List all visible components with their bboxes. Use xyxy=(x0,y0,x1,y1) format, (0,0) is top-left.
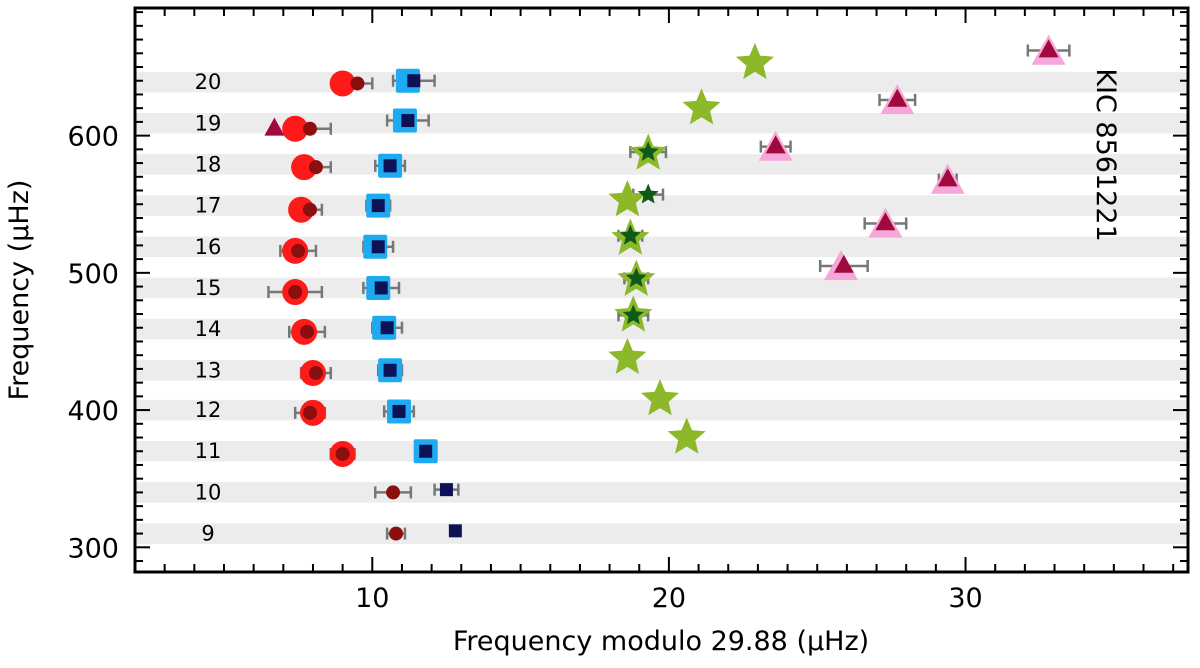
l-3-observed-point xyxy=(264,117,285,136)
order-band xyxy=(135,195,1188,216)
l-1-observed-point xyxy=(371,240,385,254)
order-band xyxy=(135,482,1188,503)
l-0-observed-point xyxy=(389,526,404,541)
order-label: 18 xyxy=(195,152,222,176)
l-0-observed-point xyxy=(303,121,318,136)
order-label: 16 xyxy=(195,235,222,259)
order-label: 17 xyxy=(195,194,222,218)
tick-labels: 10 20 30 300 400 500 600 xyxy=(67,122,982,614)
l-3-observed-point xyxy=(833,254,854,273)
l-0-model-point xyxy=(329,70,356,97)
l-0-observed-point xyxy=(300,324,315,339)
order-label: 19 xyxy=(195,111,222,135)
y-tick-label: 400 xyxy=(67,396,119,427)
l-2-model-point xyxy=(667,417,706,454)
l-1-observed-point xyxy=(439,483,453,497)
order-band xyxy=(135,440,1188,462)
order-band xyxy=(135,359,1188,381)
order-label: 11 xyxy=(195,439,222,463)
order-label: 9 xyxy=(201,522,214,546)
l-1-observed-point xyxy=(383,159,397,173)
order-labels: 9 10 11 12 13 14 15 16 17 18 19 20 xyxy=(195,70,222,545)
l-3-observed-point xyxy=(875,212,896,231)
l-0-observed-point xyxy=(303,202,318,217)
l-2-model-point xyxy=(608,337,647,375)
l-3-observed-point xyxy=(937,168,958,187)
order-band xyxy=(135,523,1188,544)
order-label: 14 xyxy=(195,317,222,341)
l-1-observed-point xyxy=(448,524,462,538)
l-1-observed-point xyxy=(419,444,433,458)
l-1-observed-point xyxy=(407,74,421,88)
l-0-observed-point xyxy=(291,243,306,258)
l-2-observed-point xyxy=(625,267,647,288)
l-1-observed-point xyxy=(380,321,394,335)
l-2-observed-point xyxy=(637,183,659,204)
order-label: 20 xyxy=(195,70,222,94)
l-0-observed-point xyxy=(308,366,323,381)
l-1-observed-point xyxy=(401,114,415,128)
l-2-model-point xyxy=(682,88,721,125)
x-tick-label: 30 xyxy=(948,583,982,614)
l-0-observed-point xyxy=(386,485,401,500)
l-1-observed-point xyxy=(383,363,397,377)
l-2-observed-point xyxy=(637,141,659,161)
l-2-model-point xyxy=(641,379,679,416)
order-band xyxy=(135,71,1188,93)
l-2-model-point xyxy=(735,42,774,80)
l-2-observed-point xyxy=(622,304,644,325)
l-2-observed-point xyxy=(619,224,641,245)
x-axis-title: Frequency modulo 29.88 (μHz) xyxy=(453,626,869,657)
order-band xyxy=(135,318,1188,340)
chart-title: KIC 8561221 xyxy=(1090,68,1121,241)
l-3-observed-point xyxy=(1038,39,1059,58)
l-3-observed-point xyxy=(765,135,786,154)
l-1-observed-point xyxy=(371,199,385,213)
order-label: 10 xyxy=(195,480,222,504)
y-tick-label: 500 xyxy=(67,259,119,290)
l-0-observed-point xyxy=(308,160,323,175)
y-tick-label: 600 xyxy=(67,122,119,153)
plot-frame xyxy=(133,6,1190,574)
l-2-model-point xyxy=(608,180,647,217)
order-band xyxy=(135,236,1188,258)
markers xyxy=(264,34,1066,541)
x-tick-label: 10 xyxy=(355,583,389,614)
l-0-observed-point xyxy=(288,285,303,300)
l-1-observed-point xyxy=(374,281,388,295)
order-bands xyxy=(135,71,1188,544)
y-axis-title: Frequency (μHz) xyxy=(4,180,35,401)
l-0-model-point xyxy=(282,115,309,142)
l-0-observed-point xyxy=(303,405,318,420)
l-1-observed-point xyxy=(392,404,406,418)
order-label: 15 xyxy=(195,276,222,300)
l-3-observed-point xyxy=(887,88,908,107)
y-tick-label: 300 xyxy=(67,533,119,564)
l-0-observed-point xyxy=(350,76,365,91)
x-tick-label: 20 xyxy=(652,583,686,614)
order-label: 12 xyxy=(195,398,222,422)
l-0-model-point xyxy=(291,154,318,181)
l-0-observed-point xyxy=(335,446,350,461)
order-label: 13 xyxy=(195,358,222,382)
